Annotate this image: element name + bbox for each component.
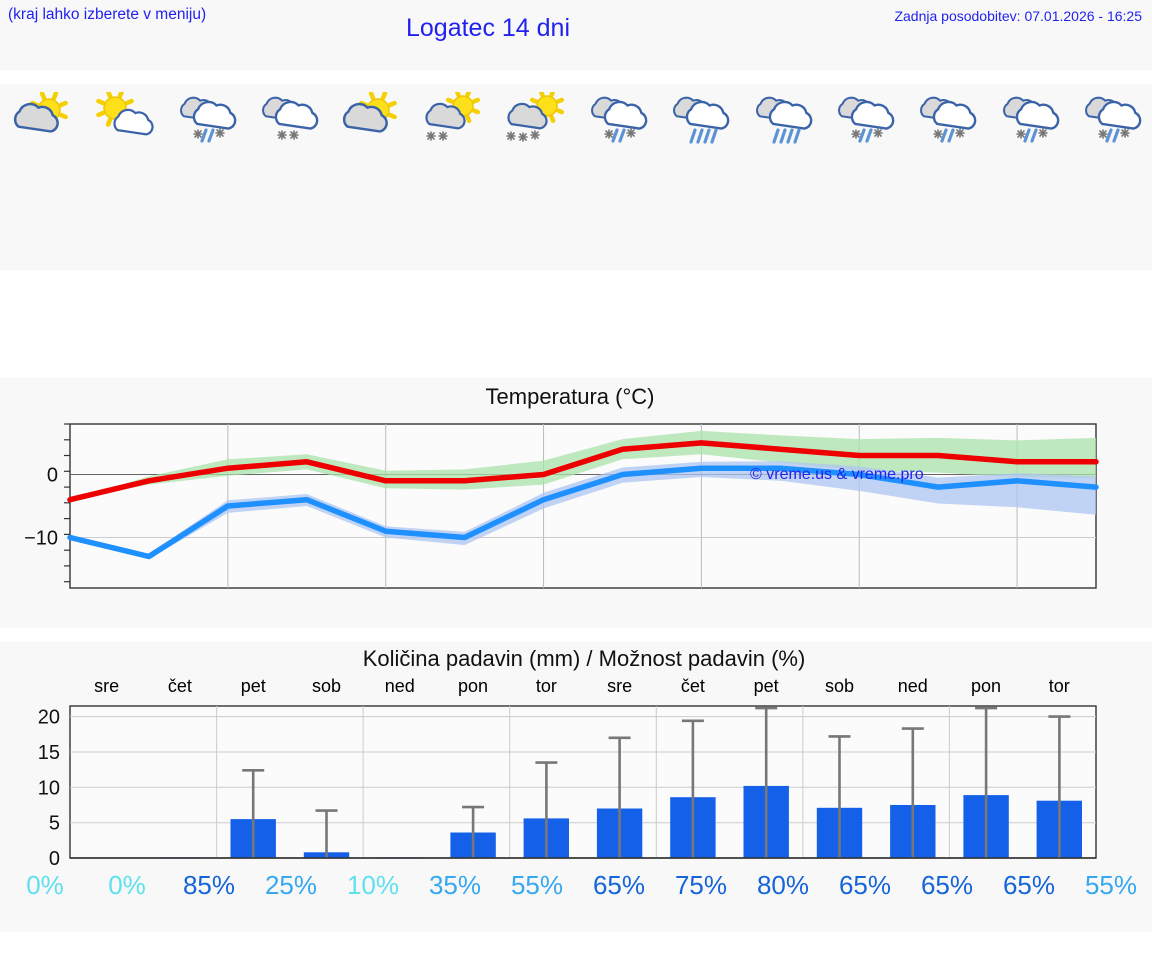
sun-cloud-snow-heavy-icon (499, 92, 571, 148)
svg-text:0: 0 (47, 464, 58, 486)
day-column (741, 84, 823, 270)
day-column (411, 84, 493, 270)
precipitation-chart: 0 5 10 15 20 (0, 700, 1152, 872)
cloud-rain-snow-icon (828, 92, 900, 148)
day-column (494, 84, 576, 270)
page-title: Logatec 14 dni (405, 14, 571, 42)
svg-text:5: 5 (49, 813, 60, 835)
day-column (1070, 84, 1152, 270)
precip-probability: 85% (182, 870, 236, 900)
precipitation-probability-row: 0% 0% 85% 25% 10% 35% 55% 65% 75% 80% 65% 65% 65% 55% (0, 870, 1152, 910)
precip-day-label: pon (970, 676, 1002, 696)
precip-day-label: pon (458, 676, 489, 696)
cloud-rain-snow-icon (910, 92, 982, 148)
menu-hint-text: (kraj lahko izberete v meniju) (8, 6, 207, 23)
cloud-rain-snow-icon (1075, 92, 1147, 148)
cloud-rain-icon (663, 92, 735, 148)
cloud-rain-icon (746, 92, 818, 148)
sun-cloud-snow-icon (417, 92, 489, 148)
precip-day-label: pet (753, 676, 779, 696)
precip-probability: 0% (26, 870, 64, 900)
precip-day-label: čet (680, 676, 705, 696)
precip-probability: 55% (1084, 870, 1138, 900)
precip-probability: 75% (674, 870, 728, 900)
partly-cloudy-icon (5, 92, 77, 148)
precip-probability: 55% (510, 870, 564, 900)
svg-text:−10: −10 (24, 528, 58, 550)
copyright-watermark: © vreme.us & vreme.pro (750, 466, 924, 483)
cloud-rain-snow-icon (170, 92, 242, 148)
temperature-chart: 0 −10 (0, 416, 1152, 621)
precip-day-label: tor (1048, 676, 1070, 696)
precip-probability: 80% (756, 870, 810, 900)
precip-day-label: pet (240, 676, 266, 696)
partly-cloudy-icon (334, 92, 406, 148)
precipitation-chart-title: Količina padavin (mm) / Možnost padavin … (362, 646, 806, 671)
precip-day-label: čet (167, 676, 192, 696)
day-column (823, 84, 905, 270)
day-column (329, 84, 411, 270)
day-column (905, 84, 987, 270)
precip-day-label: sre (607, 676, 633, 696)
svg-text:15: 15 (38, 742, 60, 764)
svg-text:20: 20 (38, 707, 60, 729)
last-update-label: Zadnja posodobitev: 07.01.2026 - 16:25 (894, 8, 1142, 24)
precip-day-label: sob (824, 676, 854, 696)
precip-probability: 25% (264, 870, 318, 900)
precip-probability: 65% (920, 870, 974, 900)
cloud-rain-snow-icon (993, 92, 1065, 148)
precip-probability: 65% (1002, 870, 1056, 900)
precip-probability: 10% (346, 870, 400, 900)
cloud-rain-snow-icon (581, 92, 653, 148)
temperature-panel: Temperatura (°C) 0 −10 (0, 378, 1152, 628)
day-column (987, 84, 1069, 270)
day-column (0, 84, 82, 270)
precip-day-label: ned (384, 676, 415, 696)
precip-probability: 65% (592, 870, 646, 900)
svg-text:0: 0 (49, 848, 60, 870)
day-column (247, 84, 329, 270)
day-column (658, 84, 740, 270)
page-header: (kraj lahko izberete v meniju) Logatec 1… (0, 0, 1152, 70)
daily-forecast-strip (0, 84, 1152, 270)
sun-cloud-icon (87, 92, 159, 148)
day-column (82, 84, 164, 270)
cloud-snow-icon (252, 92, 324, 148)
precipitation-panel: Količina padavin (mm) / Možnost padavin … (0, 642, 1152, 932)
precip-day-label: sob (311, 676, 341, 696)
temperature-chart-title: Temperatura (°C) (485, 384, 655, 409)
precip-day-label: ned (897, 676, 928, 696)
precipitation-day-labels: sre čet pet sob ned pon tor sre čet pet sob ned pon t… (70, 676, 1096, 700)
precip-day-label: sre (94, 676, 120, 696)
precip-probability: 65% (838, 870, 892, 900)
precip-probability: 0% (108, 870, 146, 900)
svg-text:10: 10 (38, 777, 60, 799)
day-column (576, 84, 658, 270)
day-column (165, 84, 247, 270)
precip-probability: 35% (428, 870, 482, 900)
precip-day-label: tor (535, 676, 557, 696)
